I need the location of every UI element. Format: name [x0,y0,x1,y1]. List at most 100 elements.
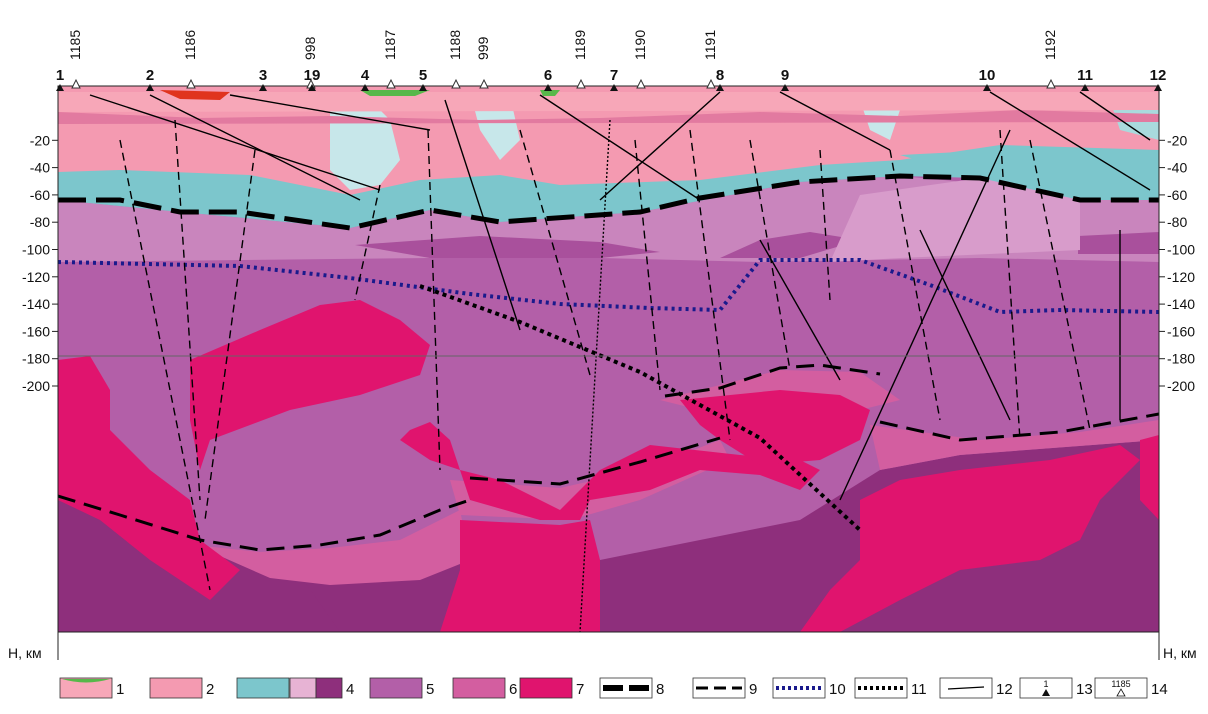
y-tick-label-right: -160 [1167,323,1195,339]
legend-box [1094,677,1148,699]
y-ticks-left: -20 -40 -60 -80 -100 -120 -140 -160 -180 -200 [22,132,58,394]
point-label-4: 4 [361,67,370,84]
legend-number: 7 [576,681,584,698]
site-marker-icon [706,78,716,89]
point-marker-icon [544,84,552,91]
legend-green-lens [62,679,110,683]
thin-5 [599,91,721,201]
layer-7-body-upper [190,300,430,470]
legend-number: 13 [1076,681,1093,698]
layer-7-body-right-upper [680,390,870,465]
legend-item-11: 11 [854,677,927,699]
legend-item-4: 4 [289,677,354,699]
layer-4-lens-2 [720,232,860,258]
legend-swatch [236,677,290,699]
legend-number: 4 [346,681,354,698]
fault-1 [119,139,211,591]
thin-4 [539,94,701,201]
y-tick-label-left: -80 [30,214,50,230]
point-marker-icon [716,84,724,91]
site-marker-icon [186,78,196,89]
point-marker-icon [1081,84,1089,91]
green-lens-2 [540,90,560,96]
y-tick-label-left: -40 [30,160,50,176]
legend-number: 8 [656,681,664,698]
legend-swatch [59,677,113,699]
legend-number: 5 [426,681,434,698]
y-tick-label-left: -160 [22,323,50,339]
layer-6-lens-left [195,510,470,585]
point-marker-icon [259,84,267,91]
legend-number: 1 [116,681,124,698]
fault-10 [689,129,731,441]
site-label-1187: 1187 [382,30,398,60]
legend-swatch-right [315,677,343,699]
thin-3 [229,94,431,131]
y-tick-label-left: -20 [30,132,50,148]
legend-item-14: 1185 14 [1094,677,1168,699]
fault-6 [444,99,521,331]
site-labels: 1185 1186 998 1187 1188 999 1189 1190 1191 1192 [67,30,1058,89]
site-label-1189: 1189 [572,30,588,60]
legend-line [947,686,985,690]
legend-item-8: 8 [599,677,664,699]
point-label-10: 10 [979,67,996,84]
site-marker-icon [451,78,461,89]
layer-4-lens-3 [1078,232,1159,254]
legend-number: 10 [829,681,846,698]
point-label-5: 5 [419,67,427,84]
y-tick-label-right: -100 [1167,242,1195,258]
point-label-9: 9 [781,67,789,84]
section-body [58,86,1159,632]
fault-15 [1029,139,1091,431]
site-label-1191: 1191 [702,30,718,60]
point-marker-icon [361,84,369,91]
legend-box [854,677,908,699]
site-label-1190: 1190 [632,30,648,60]
y-tick-label-right: -80 [1167,214,1187,230]
y-tick-label-left: -60 [30,187,50,203]
fault-8 [579,119,611,632]
legend-item-2: 2 [149,677,214,699]
red-lens [160,90,230,100]
point-label-8: 8 [716,67,724,84]
fault-2 [174,119,201,501]
layer-1-top [58,92,1159,112]
legend-number: 6 [509,681,517,698]
point-marker-icon [146,84,154,91]
layer-7-body-right [800,445,1140,632]
thin-10 [759,239,841,381]
site-marker-icon [479,78,489,89]
legend-number: 11 [911,681,927,698]
point-label-7: 7 [610,67,618,84]
legend-mini-label: 1 [1043,679,1048,689]
dashed-boundary-far [879,412,1159,442]
point-marker-icon [983,84,991,91]
legend-box [1019,677,1073,699]
site-label-1192: 1192 [1042,30,1058,60]
fault-lines [89,91,1151,632]
point-marker-icon [56,84,64,91]
legend-swatch [519,677,573,699]
legend-item-7: 7 [519,677,584,699]
site-marker-icon [386,78,396,89]
thin-2 [149,94,361,201]
fault-3 [204,149,256,521]
y-tick-label-right: -60 [1167,187,1187,203]
y-tick-label-right: -120 [1167,269,1195,285]
y-tick-label-right: -200 [1167,378,1195,394]
dashed-boundary-left [58,494,471,552]
legend: 123456789101112113118514 [59,677,1168,699]
y-tick-label-right: -180 [1167,351,1195,367]
thin-1 [89,94,381,191]
layer-3-right [900,150,1159,195]
y-tick-label-right: -140 [1167,296,1195,312]
point-label-2: 2 [146,67,154,84]
thin-7 [989,91,1151,191]
point-label-6: 6 [544,67,552,84]
legend-box [599,677,653,699]
legend-number: 2 [206,681,214,698]
legend-swatch-left [289,677,317,699]
fault-17 [839,129,1011,501]
